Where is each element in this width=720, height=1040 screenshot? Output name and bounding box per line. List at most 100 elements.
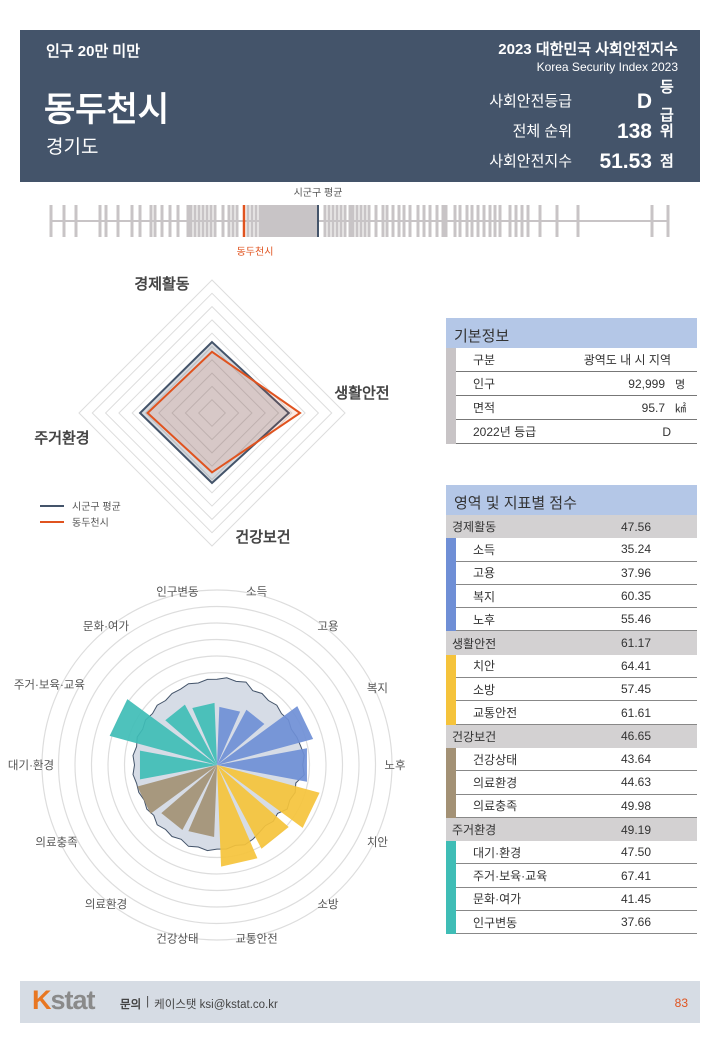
indicator-score: 43.64 xyxy=(621,752,652,767)
report-title: 2023 대한민국 사회안전지수 xyxy=(498,41,678,58)
radar-grid-ring xyxy=(158,359,266,467)
stat-grade: 사회안전등급 D 등급 xyxy=(422,79,682,124)
polar-bar xyxy=(217,706,241,765)
indicator-name: 인구변동 xyxy=(473,915,518,930)
score-indicator-row: 소득 35.24 xyxy=(456,538,697,562)
category-name: 주거환경 xyxy=(452,823,497,837)
radar-grid-ring xyxy=(91,292,333,534)
stat-unit: 점 xyxy=(660,153,674,170)
radar-series-average xyxy=(138,340,291,485)
logo-k-letter: K xyxy=(32,985,51,1015)
category-color-bar xyxy=(446,538,456,632)
score-category-row: 경제활동 47.56 xyxy=(446,515,697,539)
radar-grid-ring xyxy=(118,319,306,507)
strip-city-label: 동두천시 xyxy=(237,246,274,258)
polar-bar xyxy=(217,765,258,867)
category-name: 경제활동 xyxy=(452,520,497,535)
radar-axis-label: 건강보건 xyxy=(235,528,290,546)
polar-bar xyxy=(137,765,217,814)
indicator-name: 주거·보육·교육 xyxy=(473,869,548,884)
polar-grid-ring xyxy=(57,605,377,925)
indicator-name: 노후 xyxy=(473,612,496,627)
indicator-score: 60.35 xyxy=(621,589,652,604)
stat-unit: 등급 xyxy=(660,79,674,124)
report-subtitle: Korea Security Index 2023 xyxy=(536,60,678,74)
indicator-name: 의료환경 xyxy=(473,775,518,790)
basic-info-value: D xyxy=(662,424,671,439)
basic-info-unit: ㎢ xyxy=(675,402,686,415)
stat-label: 전체 순위 xyxy=(512,123,572,140)
indicator-name: 고용 xyxy=(473,566,496,581)
stat-label: 사회안전등급 xyxy=(489,93,572,110)
stat-value: 138 xyxy=(616,120,652,143)
stat-value: 51.53 xyxy=(599,150,652,173)
row-bar xyxy=(446,348,456,444)
page-number: 83 xyxy=(674,996,688,1010)
polar-bar xyxy=(217,765,289,849)
polar-bar xyxy=(109,699,217,765)
score-indicator-row: 대기·환경 47.50 xyxy=(456,841,697,865)
indicator-name: 문화·여가 xyxy=(473,892,522,907)
category-score: 47.56 xyxy=(621,519,652,534)
category-color-bar xyxy=(446,747,456,818)
category-score: 46.65 xyxy=(621,729,652,744)
radar-grid-ring xyxy=(144,345,280,481)
strip-dense-band xyxy=(260,205,317,237)
polar-bar xyxy=(217,765,320,828)
score-indicator-row: 교통안전 61.61 xyxy=(456,701,697,725)
strip-avg-label: 시군구 평균 xyxy=(294,187,343,199)
radar-grid-ring xyxy=(104,305,320,521)
indicator-group: 소득 35.24 고용 37.96 복지 60.35 노후 55.46 xyxy=(446,538,697,632)
indicator-score: 47.50 xyxy=(621,845,652,860)
radar-grid-ring xyxy=(171,372,253,454)
category-name: 건강보건 xyxy=(452,729,497,744)
basic-info-label: 면적 xyxy=(473,401,496,415)
indicator-score: 64.41 xyxy=(621,658,652,673)
score-indicator-row: 인구변동 37.66 xyxy=(456,911,697,935)
basic-info-value: 95.7 xyxy=(641,400,665,415)
indicator-score: 37.66 xyxy=(621,915,652,930)
indicator-score: 61.61 xyxy=(621,705,652,720)
indicator-score: 55.46 xyxy=(621,612,652,627)
score-indicator-row: 주거·보육·교육 67.41 xyxy=(456,864,697,888)
legend-label: 동두천시 xyxy=(72,517,109,529)
stat-value: D xyxy=(636,90,652,113)
contact-label: 문의 xyxy=(120,999,142,1011)
indicator-group: 대기·환경 47.50 주거·보육·교육 67.41 문화·여가 41.45 인구변동 37.… xyxy=(446,841,697,935)
indicator-name: 건강상태 xyxy=(473,752,518,767)
radar-axis-label: 주거환경 xyxy=(34,429,89,447)
score-indicator-row: 의료환경 44.63 xyxy=(456,771,697,795)
score-category-row: 주거환경 49.19 xyxy=(446,817,697,842)
stat-label: 사회안전지수 xyxy=(489,153,572,170)
indicator-name: 소득 xyxy=(473,542,496,557)
indicator-name: 치안 xyxy=(473,659,496,674)
indicator-score: 57.45 xyxy=(621,682,652,697)
category-score: 61.17 xyxy=(621,636,652,651)
indicator-score: 44.63 xyxy=(621,775,652,790)
radar-axis-label: 생활안전 xyxy=(334,384,389,402)
polar-grid-ring xyxy=(74,622,360,908)
category-color-bar xyxy=(446,841,456,935)
basic-info-row: 구분 광역도 내 시 지역 xyxy=(456,348,697,372)
radar-series-city xyxy=(146,350,302,474)
scores-panel: 영역 및 지표별 점수 경제활동 47.56 소득 35.24 고용 37.96 복지 60.… xyxy=(446,485,697,935)
polar-label: 노후 xyxy=(384,759,405,772)
polar-bar xyxy=(217,709,265,765)
score-indicator-row: 치안 64.41 xyxy=(456,655,697,679)
indicator-name: 의료충족 xyxy=(473,799,518,814)
polar-grid-ring xyxy=(107,655,327,875)
legend-label: 시군구 평균 xyxy=(72,501,121,513)
indicator-score: 67.41 xyxy=(621,868,652,883)
stat-index: 사회안전지수 51.53 점 xyxy=(422,148,682,176)
basic-info-unit: 명 xyxy=(675,378,686,391)
polar-label: 소방 xyxy=(317,898,339,911)
city-name: 동두천시 xyxy=(44,91,170,129)
indicator-score: 37.96 xyxy=(621,565,652,580)
polar-label: 교통안전 xyxy=(235,933,277,946)
basic-info-row: 2022년 등급 D xyxy=(456,420,697,444)
score-indicator-row: 소방 57.45 xyxy=(456,678,697,702)
radar-axis-label: 경제활동 xyxy=(134,275,189,293)
population-category: 인구 20만 미만 xyxy=(46,43,141,60)
